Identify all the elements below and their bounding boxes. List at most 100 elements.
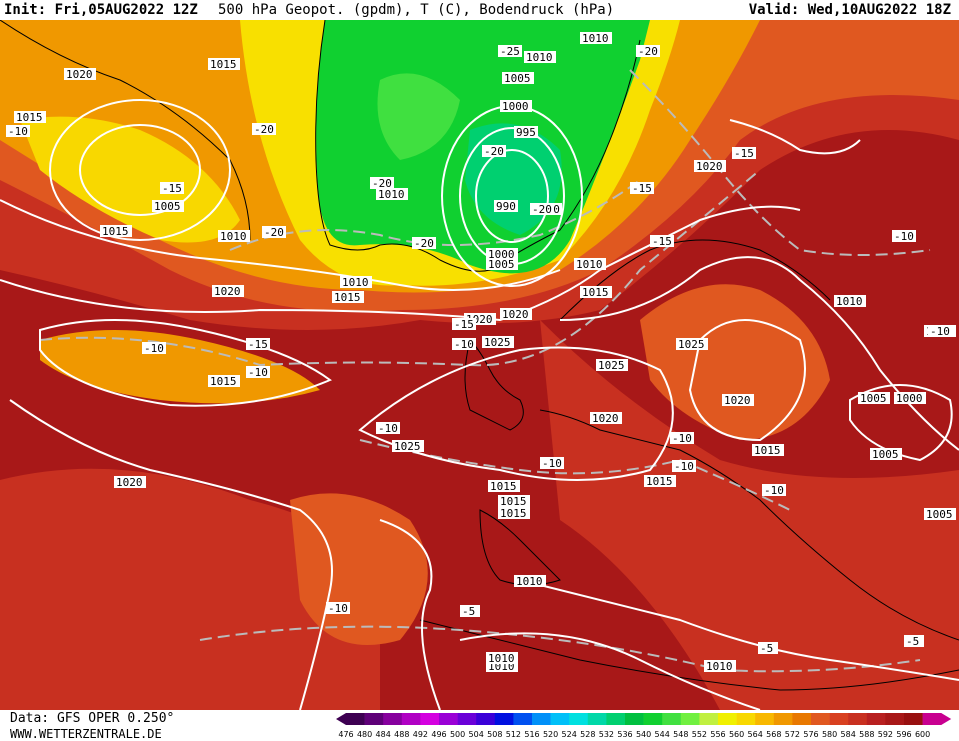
isotherm-label: -10: [674, 460, 694, 473]
isobar-label: 1015: [582, 286, 609, 299]
legend-swatch: [550, 713, 570, 725]
isotherm-label: -10: [454, 338, 474, 351]
isobar-label: 1010: [516, 575, 543, 588]
legend-arrow-left: [336, 713, 346, 725]
legend-swatch: [364, 713, 384, 725]
isobar-label: 1020: [592, 412, 619, 425]
legend-tick-label: 488: [394, 730, 409, 739]
isotherm-label: -20: [638, 45, 658, 58]
legend-swatch: [346, 713, 365, 725]
map-title: 500 hPa Geopot. (gpdm), T (C), Bodendruc…: [218, 2, 615, 18]
legend-tick-label: 528: [580, 730, 595, 739]
isobar-labels: 1020 1015 1015 1010 1015 1005 1015 1010 …: [14, 32, 956, 673]
isobar-label: 1020: [696, 160, 723, 173]
isobar-label: 1025: [484, 336, 511, 349]
isobar-label: 1005: [926, 508, 953, 521]
isobar-label: 1015: [500, 495, 527, 508]
isobar-label: 1005: [154, 200, 181, 213]
isotherm-labels: -20 -25 -20 -20 -20 -20 -15 -20 -15 -15 …: [6, 45, 952, 655]
isotherm-label: -15: [652, 235, 672, 248]
isobar-label: 1010: [706, 660, 733, 673]
legend-tick-label: 592: [878, 730, 893, 739]
legend-tick-label: 548: [673, 730, 688, 739]
isotherm-label: -15: [248, 338, 268, 351]
isobar-label: 1020: [724, 394, 751, 407]
legend-swatch: [587, 713, 607, 725]
legend-tick-label: 580: [822, 730, 837, 739]
isobar-label: 1010: [488, 652, 515, 665]
isotherm-label: -15: [734, 147, 754, 160]
isobar-label: 1025: [678, 338, 705, 351]
legend-swatch: [494, 713, 514, 725]
legend-swatch: [773, 713, 793, 725]
isobar-label: 1015: [16, 111, 43, 124]
isobar-label: 1015: [754, 444, 781, 457]
legend-tick-label: 516: [524, 730, 539, 739]
isobar-lines: [0, 99, 959, 710]
legend-tick-label: 584: [841, 730, 856, 739]
isobar-label: 1010: [378, 188, 405, 201]
legend-tick-label: 540: [636, 730, 651, 739]
legend-tick-label: 496: [431, 730, 446, 739]
legend-swatch: [662, 713, 682, 725]
isobar-label: 1010: [526, 51, 553, 64]
isotherm-label: -15: [162, 182, 182, 195]
legend-swatch: [513, 713, 533, 725]
isotherm-label: -10: [144, 342, 164, 355]
isobar-label: 1010: [582, 32, 609, 45]
isobar-label: 1010: [576, 258, 603, 271]
isotherm-label: -5: [906, 635, 919, 648]
legend-tick-label: 484: [376, 730, 391, 739]
legend-swatch: [866, 713, 886, 725]
isobar-label: 1015: [210, 375, 237, 388]
isobar-label: 1005: [488, 258, 515, 271]
isotherm-label: -10: [248, 366, 268, 379]
legend-tick-label: 588: [859, 730, 874, 739]
legend-tick-label: 552: [692, 730, 707, 739]
legend-swatch: [718, 713, 737, 725]
isotherm-label: -10: [930, 325, 950, 338]
legend-tick-label: 536: [617, 730, 632, 739]
isobar-label: 1015: [490, 480, 517, 493]
legend-swatch: [680, 713, 700, 725]
legend-swatch: [885, 713, 905, 725]
isobar-label: 1015: [210, 58, 237, 71]
map-footer: Data: GFS OPER 0.250° WWW.WETTERZENTRALE…: [0, 710, 959, 741]
legend-swatch: [736, 713, 756, 725]
legend-tick-label: 520: [543, 730, 558, 739]
isotherm-label: -10: [672, 432, 692, 445]
legend-tick-label: 572: [785, 730, 800, 739]
legend-swatch: [476, 713, 496, 725]
init-time: Init: Fri,05AUG2022 12Z: [4, 2, 198, 18]
legend-tick-label: 532: [599, 730, 614, 739]
legend-tick-label: 480: [357, 730, 372, 739]
legend-swatch: [401, 713, 421, 725]
isobar-label: 1020: [502, 308, 529, 321]
isotherm-label: -20: [264, 226, 284, 239]
isotherm-label: -20: [372, 177, 392, 190]
website-credit: WWW.WETTERZENTRALE.DE: [10, 727, 162, 741]
isobar-label: 1015: [646, 475, 673, 488]
legend-swatch: [904, 713, 923, 725]
legend-tick-label: 560: [729, 730, 744, 739]
isobar-label: 1025: [394, 440, 421, 453]
legend-swatch: [420, 713, 440, 725]
legend-swatch: [922, 713, 942, 725]
isobar-label: 1025: [598, 359, 625, 372]
legend-swatch: [457, 713, 477, 725]
legend-tick-label: 492: [413, 730, 428, 739]
isobar-label: 1005: [504, 72, 531, 85]
isotherm-label: -10: [328, 602, 348, 615]
isobar-label: 1015: [500, 507, 527, 520]
legend-tick-label: 476: [338, 730, 353, 739]
isotherm-label: -10: [8, 125, 28, 138]
isobar-label: 1000: [502, 100, 529, 113]
isotherm-label: -10: [542, 457, 562, 470]
legend-swatch: [569, 713, 589, 725]
isotherm-label: -15: [454, 318, 474, 331]
legend-swatch: [792, 713, 812, 725]
isobar-label: 1010: [342, 276, 369, 289]
isotherm-label: -20: [484, 145, 504, 158]
isobar-label: 995: [516, 126, 536, 139]
isotherm-label: -10: [894, 230, 914, 243]
